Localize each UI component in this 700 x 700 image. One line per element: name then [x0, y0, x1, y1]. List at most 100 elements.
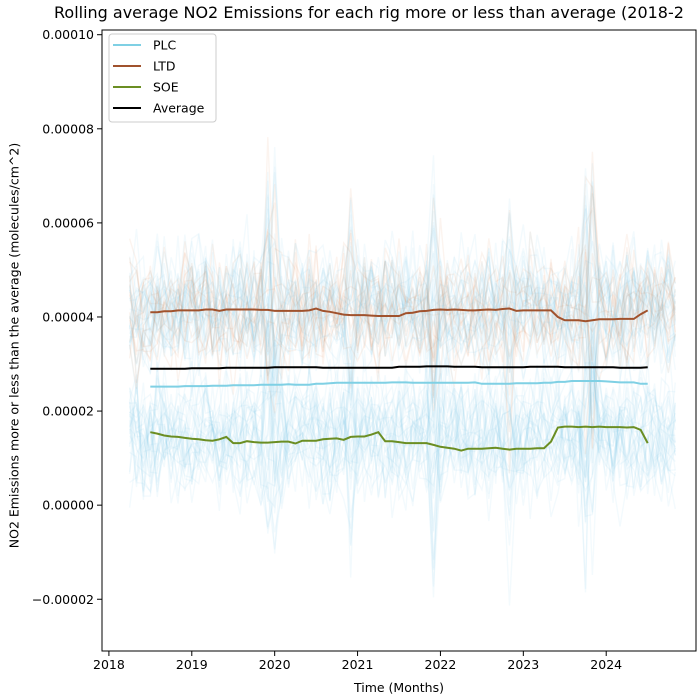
rig-trace-line [128, 377, 676, 571]
rig-trace-line [128, 184, 676, 433]
y-tick-label: 0.00008 [42, 121, 94, 136]
y-tick-label: −0.00002 [32, 592, 94, 607]
rig-trace-line [129, 328, 676, 589]
series-line-average [150, 365, 648, 370]
rig-trace-line [128, 358, 676, 587]
rig-trace-line [128, 374, 676, 516]
rig-trace-line [129, 235, 676, 434]
y-axis: −0.00002 0.00000 0.00002 0.00004 0.00006 0.00… [32, 27, 102, 607]
rig-trace-line [128, 298, 676, 524]
rig-trace-line [128, 343, 676, 534]
rig-trace-line [129, 320, 676, 505]
rig-trace-line [128, 183, 676, 403]
rig-trace-line [128, 192, 676, 382]
rig-trace-line [129, 147, 676, 372]
rig-trace-line [128, 208, 676, 434]
rig-trace-line [128, 163, 676, 398]
series-lines [150, 307, 649, 452]
rig-trace-line [128, 188, 676, 455]
rig-trace-line [129, 337, 676, 503]
legend-box [108, 33, 217, 123]
x-tick-label: 2024 [590, 657, 622, 672]
x-tick-label: 2019 [176, 657, 208, 672]
rig-trace-line [128, 319, 676, 505]
rig-trace-line [128, 226, 676, 376]
rig-trace-line [128, 155, 676, 374]
y-tick-label: 0.00010 [42, 27, 94, 42]
rig-trace-line [129, 185, 676, 383]
legend-label: PLC [153, 38, 177, 53]
x-axis: 2018 2019 2020 2021 2022 2023 2024 [93, 651, 622, 672]
x-tick-label: 2020 [259, 657, 291, 672]
legend-label: Average [153, 101, 205, 116]
rig-trace-line [128, 365, 676, 546]
rig-trace-line [128, 252, 676, 396]
legend: PLC LTD SOE Average [108, 33, 217, 123]
rig-trace-line [128, 210, 676, 378]
x-axis-label: Time (Months) [353, 680, 444, 695]
rig-trace-line [128, 230, 676, 426]
series-line-plc [150, 380, 648, 388]
rig-trace-line [129, 361, 676, 509]
y-axis-label: NO2 Emissions more or less than the aver… [6, 143, 21, 548]
rig-trace-line [129, 252, 676, 554]
rig-trace-line [128, 348, 676, 598]
x-tick-label: 2021 [342, 657, 374, 672]
rig-trace-line [128, 255, 676, 418]
rig-trace-line [128, 316, 676, 500]
rig-trace-line [128, 292, 676, 593]
rig-trace-line [128, 245, 676, 393]
plot-frame [101, 29, 697, 652]
rig-trace-line [128, 184, 676, 403]
rig-trace-line [128, 249, 676, 414]
rig-trace-line [128, 342, 676, 606]
rig-trace-line [128, 389, 676, 518]
rig-trace-line [128, 180, 676, 434]
x-tick-label: 2023 [507, 657, 539, 672]
x-tick-label: 2018 [93, 657, 125, 672]
legend-label: LTD [153, 59, 176, 74]
rig-trace-line [128, 261, 676, 371]
y-tick-label: 0.00000 [42, 498, 94, 513]
rig-trace-line [129, 172, 676, 350]
rig-trace-line [128, 197, 676, 376]
chart-title: Rolling average NO2 Emissions for each r… [54, 3, 684, 22]
rig-trace-line [128, 175, 676, 389]
rig-trace-line [128, 217, 676, 380]
rig-trace-line [128, 137, 676, 450]
rig-trace-line [129, 338, 676, 533]
rig-trace-line [128, 238, 676, 374]
rig-trace-line [128, 296, 676, 523]
rig-trace-line [128, 323, 676, 576]
rig-trace-line [128, 302, 676, 560]
rig-trace-line [128, 194, 676, 398]
background-rig-lines [128, 137, 676, 606]
series-line-ltd [150, 307, 649, 323]
rig-trace-line [128, 208, 676, 428]
rig-trace-line [128, 227, 676, 409]
rig-trace-line [128, 362, 676, 507]
rig-trace-line [129, 231, 676, 398]
y-tick-label: 0.00006 [42, 215, 94, 230]
rig-trace-line [128, 360, 676, 569]
rig-trace-line [129, 230, 676, 415]
rig-trace-line [128, 166, 676, 373]
y-tick-label: 0.00004 [42, 309, 94, 324]
rig-trace-line [129, 350, 676, 550]
rig-trace-line [128, 247, 676, 473]
rig-trace-line [128, 214, 676, 382]
rig-trace-line [129, 285, 676, 531]
series-line-soe [150, 425, 649, 452]
rig-trace-line [128, 151, 676, 395]
rig-trace-line [128, 239, 676, 481]
rig-trace-line [128, 199, 676, 475]
x-tick-label: 2022 [425, 657, 457, 672]
legend-label: SOE [153, 80, 179, 95]
rig-trace-line [128, 229, 676, 449]
rig-trace-line [128, 338, 676, 500]
rig-trace-line [129, 208, 676, 384]
rig-trace-line [128, 337, 676, 545]
rig-trace-line [129, 171, 676, 464]
rig-trace-line [128, 294, 676, 509]
